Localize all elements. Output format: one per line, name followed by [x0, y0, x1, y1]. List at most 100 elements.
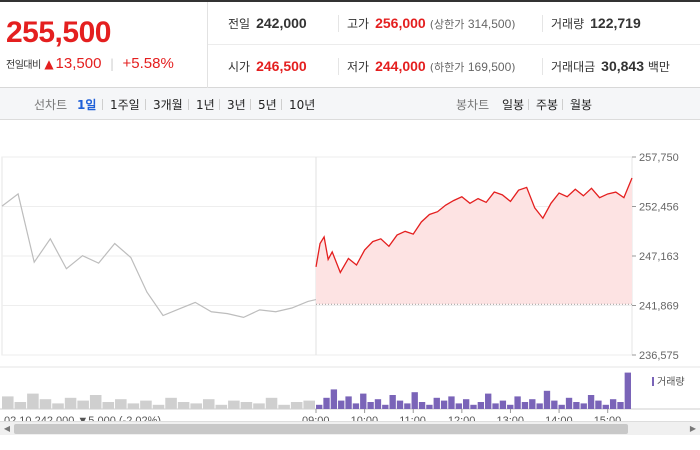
stats-grid: 전일 242,000 고가 256,000 (상한가 314,500) 거래량 122,… — [208, 2, 700, 88]
volume-bar-today — [323, 397, 330, 409]
period-1d[interactable]: 1일 — [77, 98, 97, 112]
change-value: 13,500 — [55, 55, 102, 72]
divider — [562, 99, 563, 110]
divider — [528, 99, 529, 110]
volume-bar-today — [448, 396, 455, 409]
candle-weekly[interactable]: 주봉 — [536, 98, 559, 112]
y-tick-label: 247,163 — [639, 251, 679, 263]
volume-bar-previous — [265, 397, 278, 409]
volume-legend-label: 거래량 — [657, 377, 685, 388]
volume-bar-today — [617, 402, 624, 409]
divider — [102, 99, 103, 110]
volume-bar-today — [565, 397, 573, 409]
chart-canvas[interactable]: 257,750 252,456 247,163 241,869 236,575 09:00… — [0, 121, 700, 421]
volume-bar-today — [440, 400, 448, 409]
volume-bar-previous — [278, 404, 290, 409]
volume-legend-swatch — [652, 377, 654, 386]
volume-bar-today — [345, 396, 352, 409]
current-price: 255,500 — [6, 16, 111, 49]
upper-limit: (상한가 314,500) — [429, 17, 516, 31]
stat-label: 거래대금 — [551, 60, 596, 74]
y-tick-label: 257,750 — [639, 152, 679, 164]
volume-bar-previous — [77, 400, 89, 409]
volume-bar-today — [330, 389, 338, 409]
previous-day-line — [1, 192, 317, 318]
volume-bar-today — [374, 399, 382, 409]
x-tick-label: 10:00 — [351, 415, 379, 421]
upper-limit-label: 상한가 — [434, 18, 465, 31]
divider — [281, 99, 282, 110]
volume-bar-today — [426, 404, 433, 409]
stat-label: 거래량 — [551, 17, 585, 31]
period-3m[interactable]: 3개월 — [153, 98, 183, 112]
divider — [219, 99, 220, 110]
scroll-right-icon[interactable]: ▶ — [689, 424, 697, 433]
x-tick-label: 13:00 — [496, 415, 524, 421]
stats-row: 전일 242,000 고가 256,000 (상한가 314,500) 거래량 122,… — [208, 2, 700, 45]
stat-value: 244,000 — [375, 58, 426, 74]
volume-bar-today — [609, 399, 617, 409]
volume-bar-previous — [14, 402, 27, 409]
lower-limit: (하한가 169,500) — [429, 60, 516, 74]
stat-volume: 거래량 122,719 — [542, 15, 641, 32]
volume-bar-today — [551, 400, 558, 409]
price-chart[interactable]: 257,750 252,456 247,163 241,869 236,575 09:00… — [0, 121, 700, 450]
x-tick-label: 11:00 — [399, 415, 426, 421]
volume-bar-today — [477, 402, 485, 409]
period-3y[interactable]: 3년 — [227, 98, 246, 112]
divider — [145, 99, 146, 110]
volume-bar-previous — [177, 402, 190, 409]
scroll-thumb[interactable] — [14, 424, 628, 434]
candle-daily[interactable]: 일봉 — [502, 98, 525, 112]
volume-bar-today — [514, 396, 521, 409]
volume-bar-today — [573, 402, 580, 409]
volume-bar-today — [433, 397, 440, 409]
stat-value: 30,843 — [601, 58, 644, 74]
volume-bar-previous — [303, 400, 315, 409]
volume-bar-today — [360, 393, 367, 409]
volume-bar-previous — [165, 397, 177, 409]
upper-limit-value: 314,500 — [467, 17, 512, 31]
volume-bar-today — [462, 399, 470, 409]
candle-monthly[interactable]: 월봉 — [570, 98, 593, 112]
divider — [250, 99, 251, 110]
stat-high: 고가 256,000 (상한가 314,500) — [338, 15, 516, 32]
horizontal-scrollbar[interactable]: ◀ ▶ — [0, 421, 700, 435]
stat-value: 122,719 — [590, 15, 641, 31]
previous-day-summary: 02.10 242,000 ▼5,000 (-2.02%) — [4, 415, 161, 421]
volume-bar-today — [485, 393, 492, 409]
volume-bar-previous — [115, 399, 127, 409]
y-tick-label: 241,869 — [639, 300, 679, 312]
stat-label: 고가 — [347, 17, 370, 31]
volume-bar-today — [418, 402, 426, 409]
period-1y[interactable]: 1년 — [196, 98, 215, 112]
x-tick-label: 14:00 — [545, 415, 573, 421]
period-5y[interactable]: 5년 — [258, 98, 277, 112]
volume-bar-previous — [215, 404, 228, 409]
scroll-left-icon[interactable]: ◀ — [3, 424, 11, 433]
volume-bar-today — [338, 400, 345, 409]
lower-limit-value: 169,500 — [467, 60, 512, 74]
volume-bar-previous — [127, 403, 140, 409]
stat-value: 256,000 — [375, 15, 426, 31]
stat-low: 저가 244,000 (하한가 169,500) — [338, 58, 516, 75]
price-box: 255,500 전일대비 ▲ 13,500 | +5.58% — [0, 2, 208, 88]
volume-bar-today — [316, 404, 323, 409]
volume-bar-today — [558, 404, 565, 409]
period-1w[interactable]: 1주일 — [110, 98, 140, 112]
volume-bar-today — [624, 372, 631, 409]
divider — [188, 99, 189, 110]
volume-bar-previous — [2, 396, 14, 409]
change-label: 전일대비 — [6, 60, 41, 71]
volume-bar-today — [587, 395, 595, 409]
period-10y[interactable]: 10년 — [289, 98, 316, 112]
volume-bar-today — [602, 404, 609, 409]
x-tick-label: 09:00 — [302, 415, 330, 421]
volume-bar-previous — [39, 399, 52, 409]
volume-bar-today — [507, 404, 514, 409]
volume-bar-previous — [202, 399, 215, 409]
volume-bar-previous — [27, 393, 39, 409]
lower-limit-label: 하한가 — [434, 61, 465, 74]
volume-bar-previous — [253, 403, 265, 409]
x-tick-label: 15:00 — [594, 415, 622, 421]
